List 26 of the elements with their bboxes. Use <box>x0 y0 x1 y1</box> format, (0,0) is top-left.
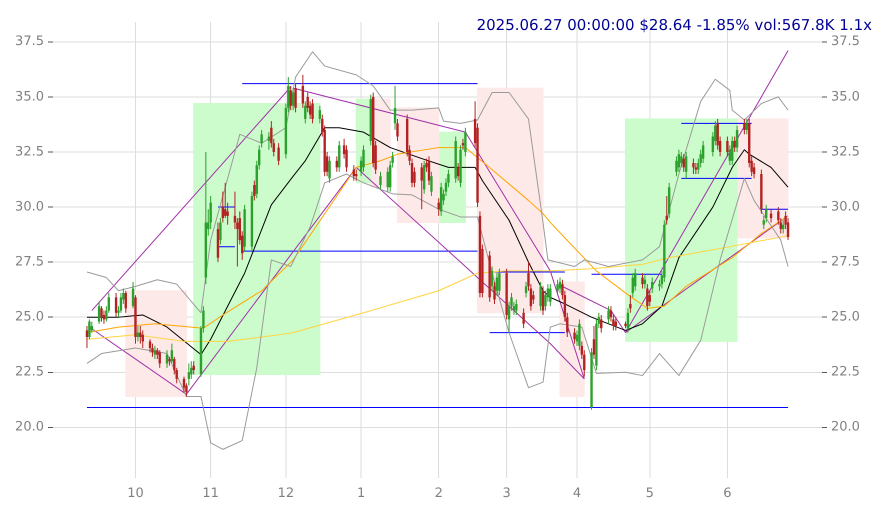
y-tick-label: 32.5 <box>15 144 44 160</box>
x-tick-label: 12 <box>278 486 294 502</box>
y2-tick-label: 37.5 <box>831 34 860 50</box>
y2-tick-label: 25.0 <box>831 310 860 325</box>
y-tick-label: 27.5 <box>15 254 44 270</box>
y-tick-label: 30.0 <box>15 199 44 214</box>
x-tick-label: 1 <box>356 486 366 502</box>
y2-tick-label: 22.5 <box>831 364 860 380</box>
x-tick-label: 3 <box>502 486 511 502</box>
x-tick-label: 5 <box>646 486 654 502</box>
x-tick-label: 2 <box>434 486 443 502</box>
y-tick-label: 35.0 <box>15 89 44 104</box>
x-tick-label: 6 <box>723 486 732 502</box>
y-tick-label: 20.0 <box>15 420 44 435</box>
y2-tick-label: 35.0 <box>831 89 860 104</box>
x-tick-label: 4 <box>572 486 582 502</box>
y-tick-label: 25.0 <box>15 310 44 325</box>
y-tick-label: 37.5 <box>15 34 44 50</box>
y-tick-label: 22.5 <box>15 364 44 380</box>
chart-title: 2025.06.27 00:00:00 $28.64 -1.85% vol:567.8K 1.1x <box>476 16 872 34</box>
x-tick-label: 11 <box>202 486 219 502</box>
x-tick-label: 10 <box>127 486 144 502</box>
y2-tick-label: 32.5 <box>831 144 860 160</box>
y2-tick-label: 20.0 <box>831 420 860 435</box>
y2-tick-label: 27.5 <box>831 254 860 270</box>
y2-tick-label: 30.0 <box>831 199 860 214</box>
